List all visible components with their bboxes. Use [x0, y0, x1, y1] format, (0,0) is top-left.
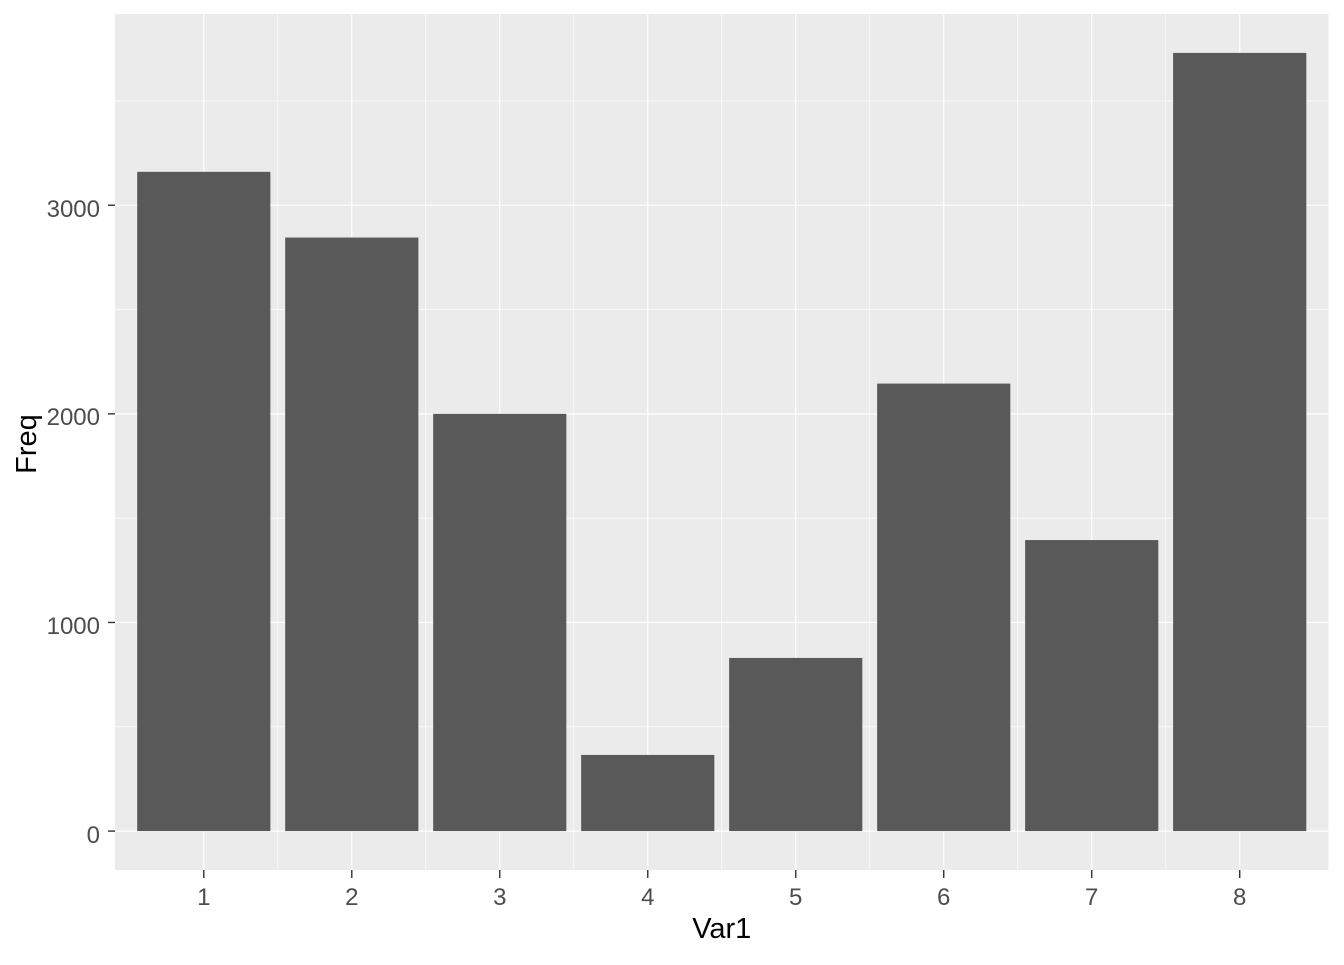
svg-text:6: 6	[937, 884, 950, 911]
svg-text:7: 7	[1085, 884, 1098, 911]
svg-text:2: 2	[345, 884, 358, 911]
svg-text:4: 4	[641, 884, 654, 911]
svg-text:8: 8	[1233, 884, 1246, 911]
svg-text:Freq: Freq	[11, 414, 43, 474]
svg-text:1: 1	[197, 884, 210, 911]
svg-text:0: 0	[87, 822, 100, 849]
svg-text:1000: 1000	[47, 613, 100, 640]
svg-text:2000: 2000	[47, 404, 100, 431]
svg-text:5: 5	[789, 884, 802, 911]
svg-text:Var1: Var1	[692, 913, 751, 945]
svg-text:3: 3	[493, 884, 506, 911]
svg-text:3000: 3000	[47, 196, 100, 223]
